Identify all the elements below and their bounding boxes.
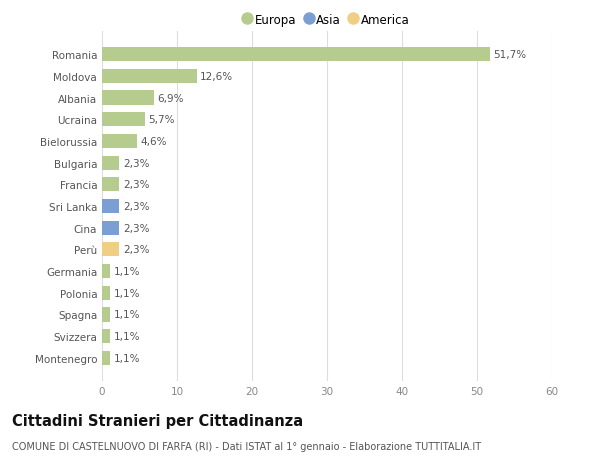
Bar — [102, 221, 119, 235]
Bar — [102, 200, 119, 213]
Bar — [102, 91, 154, 106]
Bar — [102, 264, 110, 279]
Bar — [102, 308, 110, 322]
Text: 51,7%: 51,7% — [493, 50, 527, 60]
Bar — [102, 48, 490, 62]
Text: 1,1%: 1,1% — [114, 267, 140, 276]
Bar — [102, 243, 119, 257]
Bar — [102, 70, 197, 84]
Text: 1,1%: 1,1% — [114, 310, 140, 320]
Text: 1,1%: 1,1% — [114, 331, 140, 341]
Text: 5,7%: 5,7% — [149, 115, 175, 125]
Text: 1,1%: 1,1% — [114, 288, 140, 298]
Text: COMUNE DI CASTELNUOVO DI FARFA (RI) - Dati ISTAT al 1° gennaio - Elaborazione TU: COMUNE DI CASTELNUOVO DI FARFA (RI) - Da… — [12, 441, 481, 451]
Bar — [102, 286, 110, 300]
Bar — [102, 134, 137, 149]
Text: 2,3%: 2,3% — [123, 158, 149, 168]
Bar — [102, 330, 110, 343]
Text: 12,6%: 12,6% — [200, 72, 233, 82]
Text: Cittadini Stranieri per Cittadinanza: Cittadini Stranieri per Cittadinanza — [12, 413, 303, 428]
Text: 6,9%: 6,9% — [157, 93, 184, 103]
Text: 2,3%: 2,3% — [123, 202, 149, 212]
Bar — [102, 113, 145, 127]
Bar — [102, 156, 119, 170]
Text: 1,1%: 1,1% — [114, 353, 140, 363]
Bar — [102, 178, 119, 192]
Text: 2,3%: 2,3% — [123, 223, 149, 233]
Text: 2,3%: 2,3% — [123, 180, 149, 190]
Text: 2,3%: 2,3% — [123, 245, 149, 255]
Bar — [102, 351, 110, 365]
Legend: Europa, Asia, America: Europa, Asia, America — [241, 10, 413, 30]
Text: 4,6%: 4,6% — [140, 137, 167, 146]
